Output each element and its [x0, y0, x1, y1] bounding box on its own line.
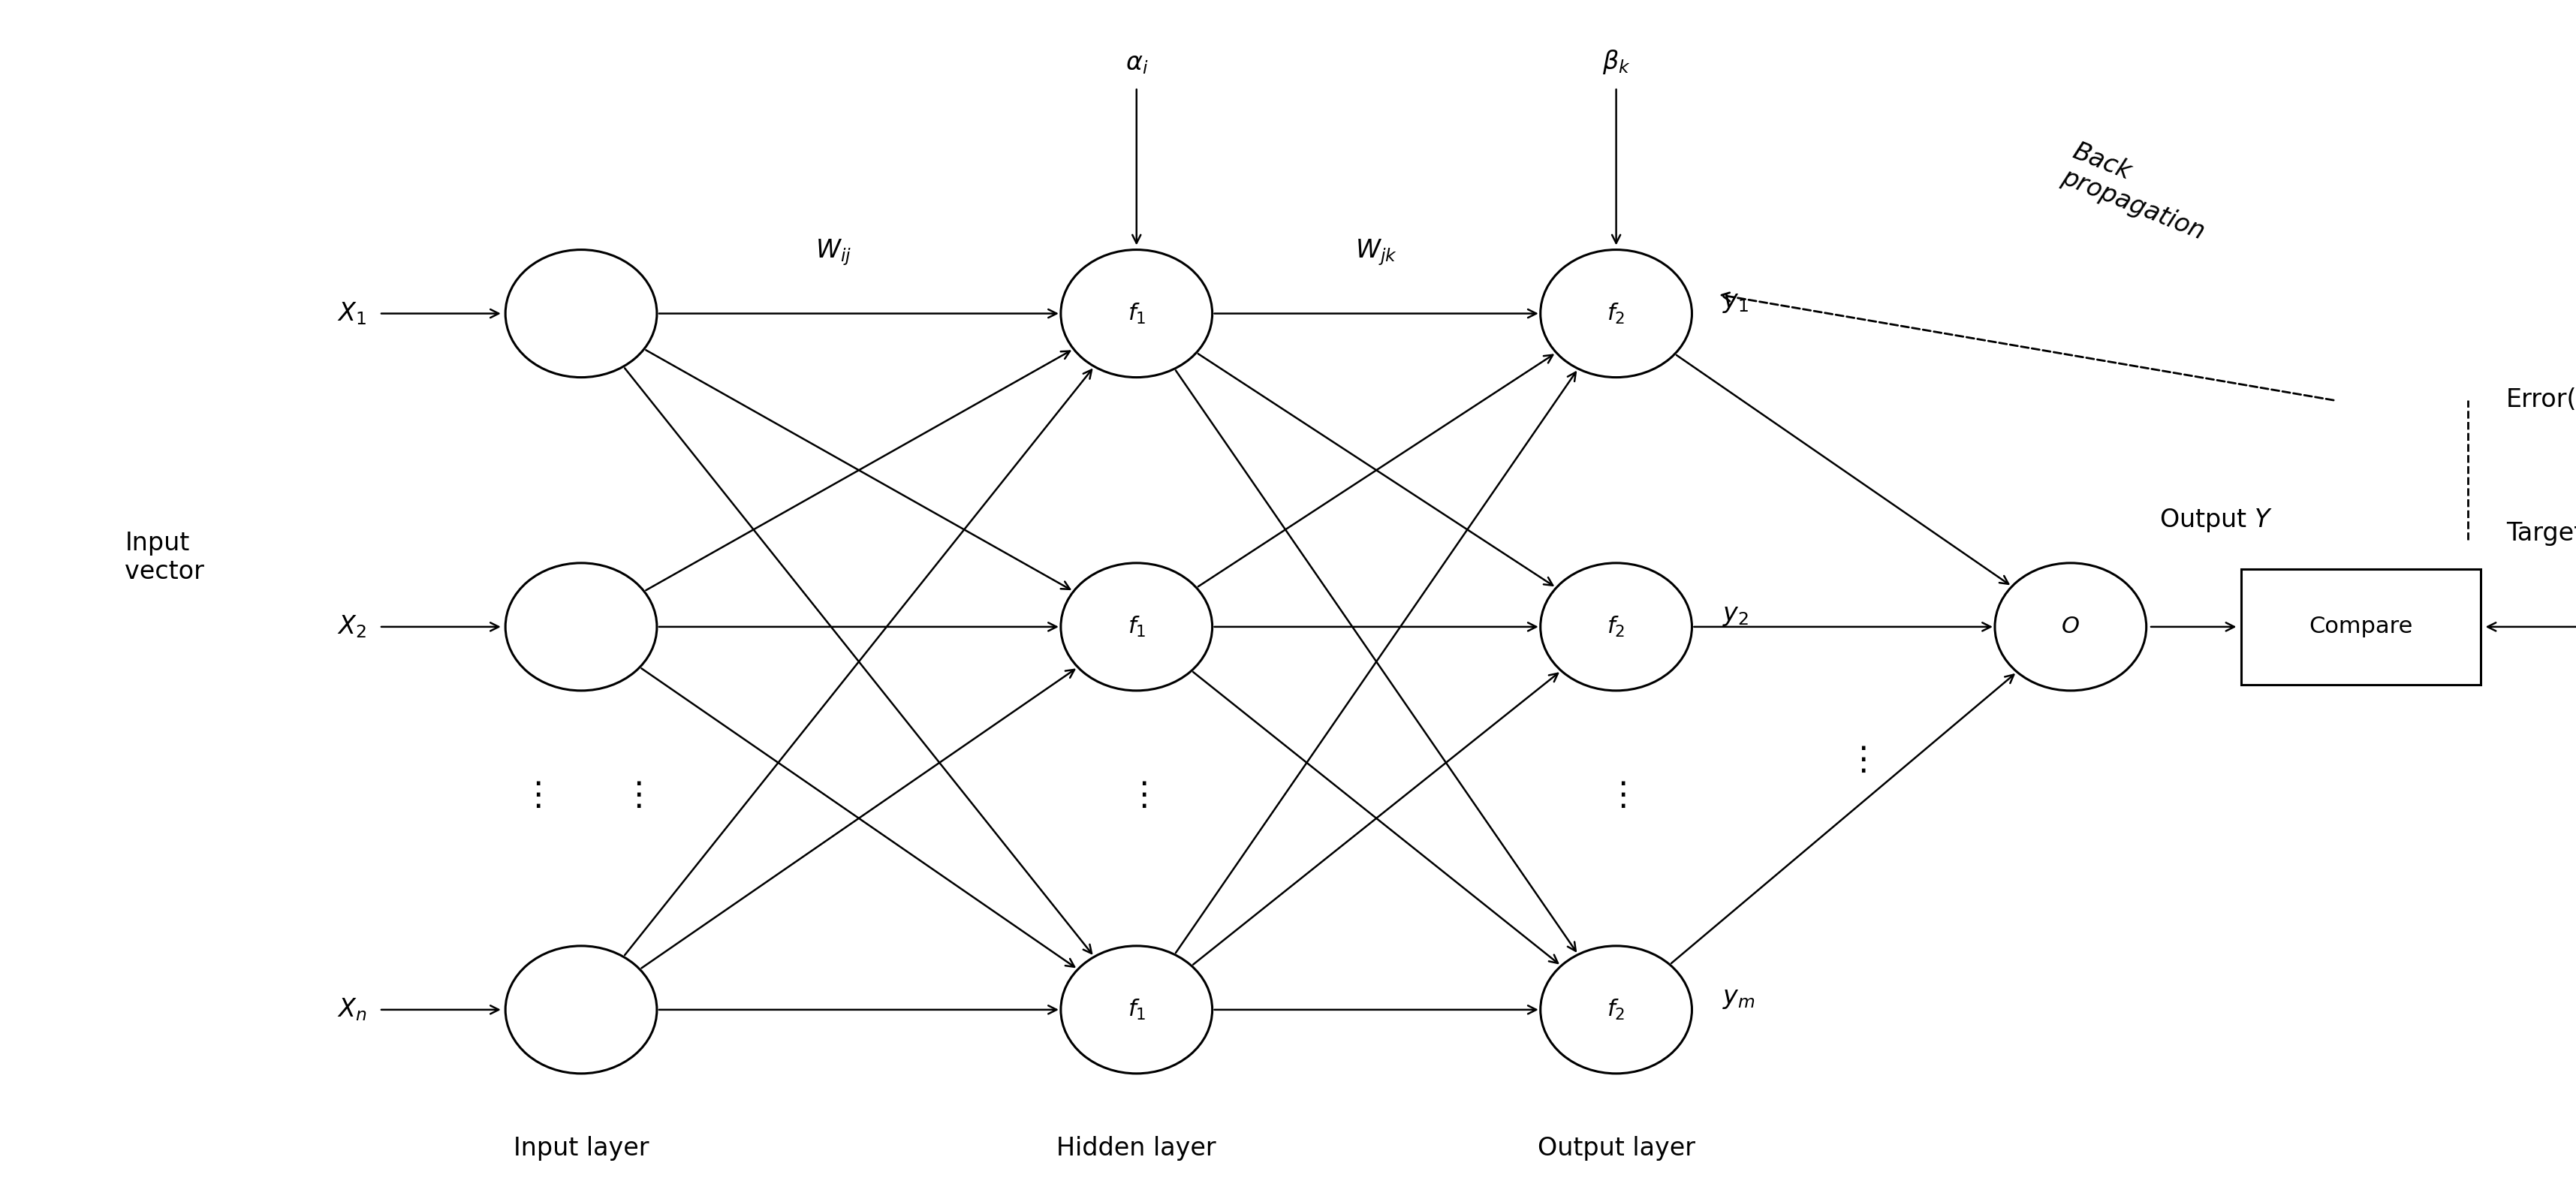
Text: $f_1$: $f_1$ [1128, 302, 1146, 326]
Text: $\vdots$: $\vdots$ [1607, 779, 1625, 811]
Ellipse shape [505, 564, 657, 690]
Text: $W_{jk}$: $W_{jk}$ [1355, 237, 1396, 268]
Ellipse shape [505, 946, 657, 1074]
Text: Compare: Compare [2308, 616, 2414, 638]
Text: Target: Target [2506, 521, 2576, 546]
Ellipse shape [1540, 564, 1692, 690]
Text: $\alpha_i$: $\alpha_i$ [1126, 51, 1149, 76]
Ellipse shape [1061, 946, 1213, 1074]
FancyBboxPatch shape [2241, 568, 2481, 684]
Ellipse shape [1540, 250, 1692, 378]
Text: Hidden layer: Hidden layer [1056, 1135, 1216, 1160]
Text: $X_n$: $X_n$ [337, 997, 366, 1023]
Ellipse shape [505, 250, 657, 378]
Text: Back
propagation: Back propagation [2058, 139, 2218, 245]
Ellipse shape [1540, 946, 1692, 1074]
Text: $O$: $O$ [2061, 616, 2079, 638]
Text: $f_2$: $f_2$ [1607, 998, 1625, 1022]
Text: $f_1$: $f_1$ [1128, 614, 1146, 639]
Text: $\vdots$: $\vdots$ [1126, 779, 1146, 811]
Text: $f_2$: $f_2$ [1607, 614, 1625, 639]
Text: $y_2$: $y_2$ [1723, 603, 1749, 628]
Text: Error(E): Error(E) [2506, 387, 2576, 412]
Text: $y_m$: $y_m$ [1723, 986, 1754, 1010]
Text: $\vdots$: $\vdots$ [1847, 744, 1865, 777]
Text: $X_2$: $X_2$ [337, 613, 366, 639]
Text: $W_{ij}$: $W_{ij}$ [817, 237, 853, 268]
Text: $f_2$: $f_2$ [1607, 302, 1625, 326]
Ellipse shape [1994, 564, 2146, 690]
Text: Input layer: Input layer [513, 1135, 649, 1160]
Text: $\beta_k$: $\beta_k$ [1602, 47, 1631, 76]
Text: $y_1$: $y_1$ [1723, 290, 1749, 314]
Text: Output $Y$: Output $Y$ [2159, 507, 2272, 534]
Text: Output layer: Output layer [1538, 1135, 1695, 1160]
Text: $f_1$: $f_1$ [1128, 998, 1146, 1022]
Ellipse shape [1061, 250, 1213, 378]
Text: Input
vector: Input vector [124, 530, 204, 584]
Text: $X_1$: $X_1$ [337, 301, 366, 327]
Ellipse shape [1061, 564, 1213, 690]
Text: $\vdots$: $\vdots$ [621, 779, 641, 811]
Text: $\vdots$: $\vdots$ [520, 779, 541, 811]
